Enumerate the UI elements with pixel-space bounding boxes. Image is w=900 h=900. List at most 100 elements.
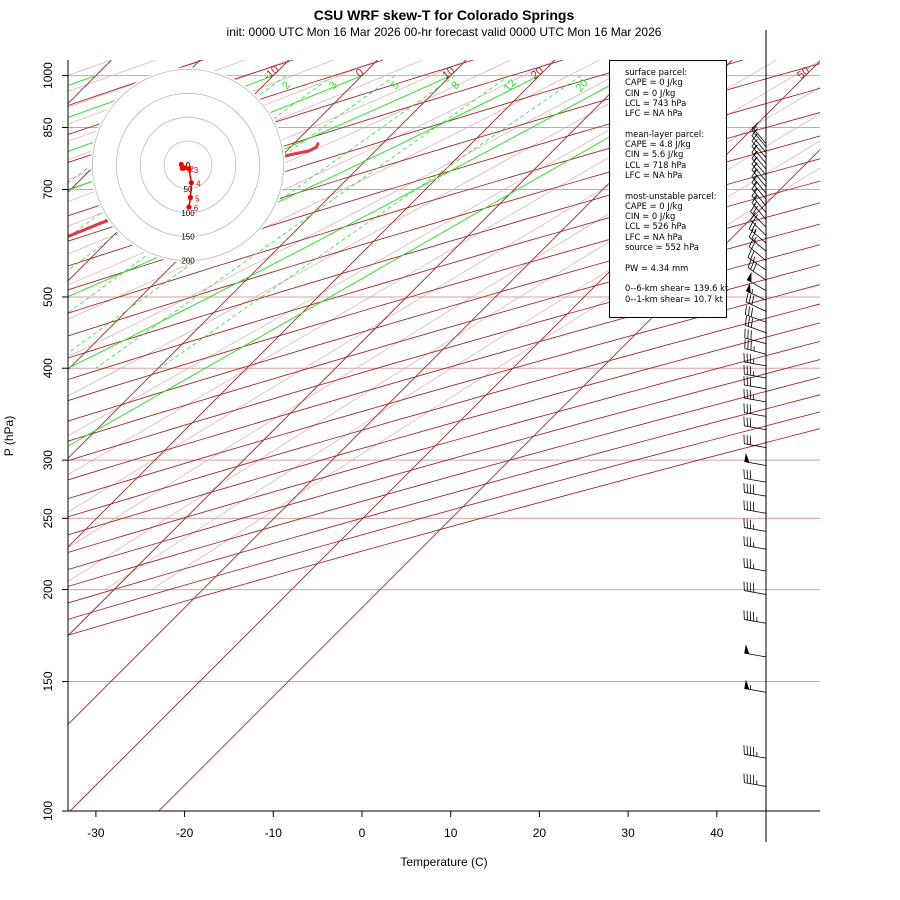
barb-half-flag [753, 194, 758, 199]
dry-adiabat [68, 359, 820, 571]
x-tick-label: -10 [265, 826, 283, 840]
y-tick-label: 150 [41, 671, 55, 691]
mixing-ratio-label: 12 [502, 77, 519, 94]
shear-stats: 0--6-km shear= 139.6 kt 0--1-km shear= 1… [625, 283, 728, 304]
wind-barb [748, 228, 767, 252]
barb-flag [752, 262, 758, 272]
dry-adiabat [68, 244, 820, 462]
wind-barb [743, 773, 767, 787]
barb-shaft [744, 412, 767, 417]
dry-adiabat [68, 180, 820, 402]
barb-flag [751, 128, 758, 136]
hodograph-point-label: 4 [196, 180, 201, 189]
barb-shaft [744, 443, 767, 448]
moist-adiabat [0, 60, 67, 590]
barb-shaft [745, 324, 767, 334]
barb-flag [752, 214, 758, 223]
barb-shaft [750, 219, 767, 236]
mixing-ratio-label: 8 [449, 79, 462, 91]
barb-shaft [748, 246, 767, 262]
barb-flag [751, 122, 758, 131]
moist-adiabat [68, 60, 644, 358]
barb-flag [750, 260, 755, 270]
dry-adiabat [68, 135, 820, 359]
barb-flag [744, 305, 747, 315]
barb-half-flag [752, 256, 756, 262]
x-tick-label: 0 [359, 826, 366, 840]
barb-flag [750, 307, 753, 317]
barb-shaft [744, 425, 767, 431]
wind-barb [743, 375, 767, 390]
wind-barb [744, 452, 767, 466]
dry-adiabat [68, 411, 820, 620]
barb-flag [748, 294, 752, 304]
wind-barb [743, 352, 767, 367]
barb-flag [748, 228, 754, 238]
x-axis-label: Temperature (C) [400, 855, 487, 869]
wind-barb [744, 316, 767, 334]
wind-barb [743, 388, 767, 403]
stat-line: PW = 4.34 mm [625, 262, 689, 273]
isotherm-line [68, 60, 645, 637]
wind-barb [743, 745, 767, 759]
barb-pennant [744, 644, 750, 654]
y-tick-label: 250 [41, 508, 55, 528]
mixing-ratio-line [159, 75, 582, 369]
wind-barb [744, 679, 767, 693]
stat-line: LFC = NA hPa [625, 231, 683, 242]
moist-adiabat [68, 86, 820, 549]
moist-adiabat [0, 60, 23, 590]
barb-shaft [751, 169, 767, 188]
wind-barbs [743, 122, 767, 787]
stat-line: mean-layer parcel: [625, 128, 705, 139]
barb-shaft [746, 279, 767, 291]
barb-half-flag [751, 288, 754, 294]
x-tick-label: 30 [621, 826, 635, 840]
mean-layer-parcel-stats: mean-layer parcel: CAPE = 4.8 J/kg CIN =… [625, 129, 726, 180]
stat-line: LFC = NA hPa [625, 169, 683, 180]
wind-barb [743, 483, 767, 497]
y-tick-label: 300 [41, 450, 55, 470]
barb-shaft [745, 314, 767, 323]
barb-shaft [751, 129, 767, 148]
barb-pennant [746, 271, 752, 283]
barb-shaft [744, 491, 767, 497]
barb-shaft [744, 477, 767, 483]
moist-adiabat [68, 60, 423, 202]
stat-line: CIN = 0 J/kg [625, 87, 676, 98]
barb-shaft [744, 544, 767, 550]
moist-adiabat [68, 60, 467, 227]
hodograph-point-label: 2 [189, 165, 194, 174]
hodograph-ring [139, 116, 237, 214]
barb-half-flag [753, 228, 757, 234]
hodograph-point [187, 194, 193, 201]
wind-barb [750, 203, 767, 228]
hodograph-ring [163, 140, 213, 190]
wind-barb [747, 258, 767, 281]
barb-shaft [744, 337, 767, 345]
hodograph-point [186, 204, 192, 210]
mixing-ratio-line [68, 75, 456, 354]
hodograph-ring-label: 150 [181, 233, 195, 242]
barb-shaft [744, 652, 767, 658]
precipitable-water: PW = 4.34 mm [625, 263, 726, 273]
chart-title: CSU WRF skew-T for Colorado Springs [314, 7, 575, 23]
chart-subtitle: init: 0000 UTC Mon 16 Mar 2026 00-hr for… [227, 25, 662, 39]
hodograph-ring-label: 50 [184, 185, 193, 194]
y-tick-label: 1000 [41, 62, 55, 89]
stat-line: LFC = NA hPa [625, 108, 683, 119]
wind-barb [747, 248, 767, 271]
dry-adiabat [68, 87, 820, 314]
dry-adiabat [68, 158, 820, 381]
y-tick-label: 850 [41, 117, 55, 137]
wind-barb [750, 212, 767, 236]
x-axis-ticks: -30 -20 -10 0 10 20 30 40 [87, 811, 724, 840]
barb-flag [747, 306, 750, 316]
wind-barb [745, 282, 767, 301]
x-tick-label: -30 [87, 826, 105, 840]
hodograph-point-label: 3 [194, 166, 199, 175]
wind-barb [743, 536, 767, 550]
barb-flag [751, 295, 755, 305]
barb-flag [752, 205, 758, 215]
y-axis-label: P (hPa) [2, 416, 16, 456]
